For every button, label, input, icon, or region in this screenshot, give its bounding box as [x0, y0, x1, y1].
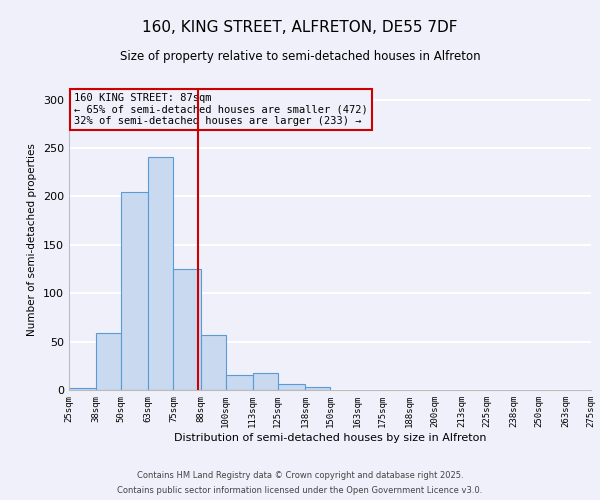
Bar: [69, 388, 96, 390]
Text: Contains HM Land Registry data © Crown copyright and database right 2025.: Contains HM Land Registry data © Crown c…: [137, 471, 463, 480]
Bar: [148, 157, 173, 390]
X-axis label: Distribution of semi-detached houses by size in Alfreton: Distribution of semi-detached houses by …: [174, 432, 486, 442]
Bar: [200, 335, 226, 390]
Bar: [173, 269, 200, 390]
Text: 160 KING STREET: 87sqm
← 65% of semi-detached houses are smaller (472)
32% of se: 160 KING STREET: 87sqm ← 65% of semi-det…: [74, 93, 368, 126]
Bar: [96, 333, 121, 390]
Bar: [253, 372, 278, 390]
Bar: [121, 192, 148, 390]
Y-axis label: Number of semi-detached properties: Number of semi-detached properties: [28, 144, 37, 336]
Bar: [305, 387, 330, 390]
Bar: [278, 384, 305, 390]
Bar: [226, 376, 253, 390]
Text: Size of property relative to semi-detached houses in Alfreton: Size of property relative to semi-detach…: [119, 50, 481, 63]
Text: Contains public sector information licensed under the Open Government Licence v3: Contains public sector information licen…: [118, 486, 482, 495]
Text: 160, KING STREET, ALFRETON, DE55 7DF: 160, KING STREET, ALFRETON, DE55 7DF: [142, 20, 458, 35]
